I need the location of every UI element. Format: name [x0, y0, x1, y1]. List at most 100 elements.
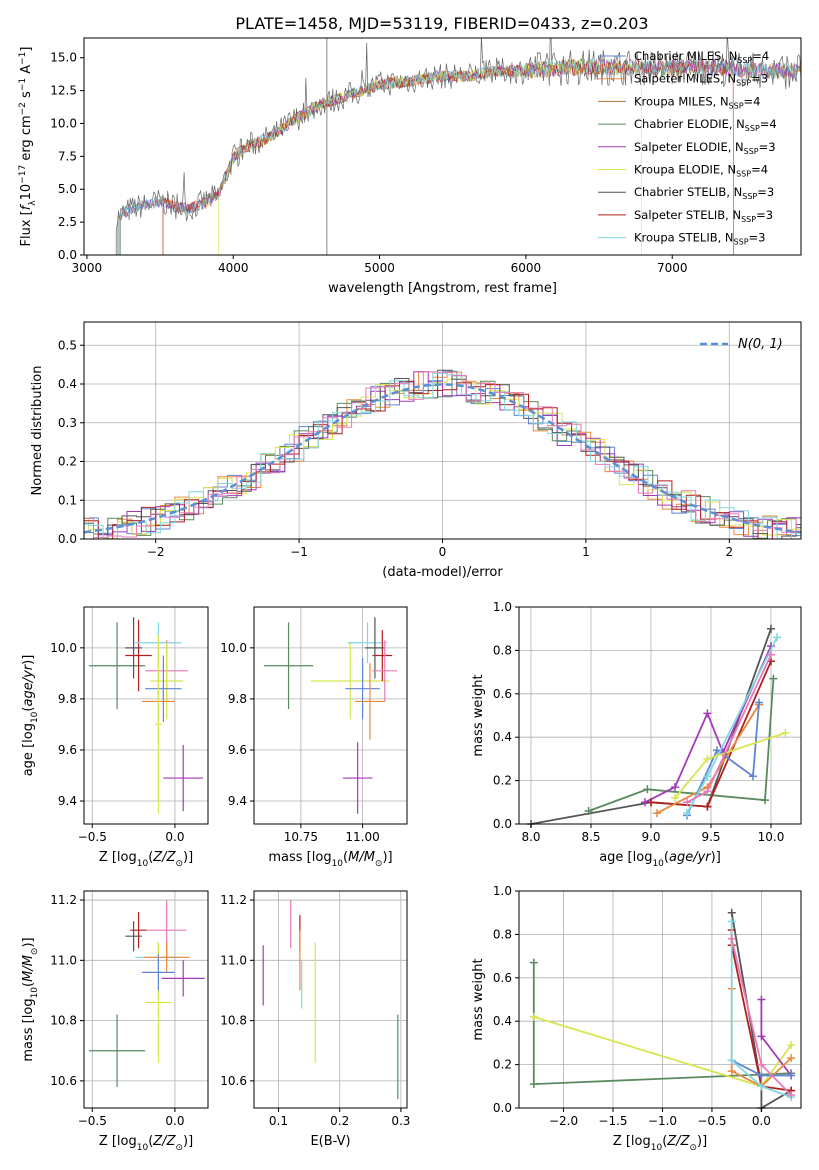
plot-area	[527, 624, 790, 828]
legend-entry: Kroupa STELIB, NSSP=3	[634, 231, 765, 247]
residual-legend: N(0, 1)	[700, 337, 783, 352]
y-axis-label: Normed distribution	[30, 366, 45, 496]
y-tick-label: 10.6	[50, 1074, 77, 1088]
errorbar-point	[310, 642, 390, 720]
y-axis-label-part: s	[19, 91, 34, 102]
x-tick-label: 0.0	[752, 1114, 771, 1128]
axes: 8.0 8.5 9.0 9.5 10.0 0.0 0.2 0.4 0.6 0.8 1.0 age [l…	[471, 600, 802, 869]
legend-text: =3	[749, 231, 766, 245]
legend-sub: SSP	[742, 192, 757, 201]
y-axis-label: Flux [fλ10−17 erg cm−2 s−1 A−1]	[18, 47, 38, 247]
weight-series	[647, 657, 775, 811]
y-tick-label: 5.0	[58, 182, 77, 196]
y-tick-label: 9.8	[228, 692, 247, 706]
y-tick-label: 0.6	[493, 971, 512, 985]
weight-marker	[781, 728, 790, 737]
y-tick-label: 0.2	[493, 1058, 512, 1072]
y-tick-label: 0.1	[58, 493, 77, 507]
y-axis-label-part: f	[19, 203, 34, 210]
x-tick-label: −0.5	[78, 830, 107, 844]
legend-text: =3	[756, 208, 773, 222]
legend-text: =4	[752, 49, 769, 63]
histogram-series	[84, 372, 801, 539]
errorbar-point	[141, 954, 175, 991]
weight-marker	[653, 809, 661, 818]
x-axis-label: (data-model)/error	[382, 565, 503, 580]
errorbar-point	[155, 635, 162, 814]
legend-sub: SSP	[737, 56, 752, 65]
x-axis-label: Z [log10(Z/Z⊙)]	[99, 850, 193, 869]
errorbar-point	[342, 742, 373, 814]
legend-entry: Salpeter ELODIE, NSSP=3	[634, 140, 776, 156]
weight-marker	[755, 698, 763, 707]
x-axis-label-part: (	[343, 850, 348, 865]
legend-text: =4	[760, 117, 777, 131]
x-axis-label: mass [log10(M/M⊙)]	[268, 850, 392, 869]
weight-marker	[757, 1060, 766, 1069]
weight-series	[727, 934, 796, 1099]
weight-marker	[749, 772, 757, 781]
errorbar-point	[125, 921, 142, 952]
errorbar-point	[145, 655, 182, 722]
x-axis-label-part: 10	[332, 859, 344, 869]
legend-entry: Chabrier STELIB, NSSP=3	[634, 185, 774, 201]
x-axis-label: Z [log10(Z/Z⊙)]	[613, 1134, 707, 1153]
panel-mass_vs_Z: −0.5 0.010.610.811.011.2Z [log10(Z/Z⊙)]ma…	[21, 890, 209, 1153]
legend-text: Chabrier STELIB, N	[634, 185, 742, 199]
y-tick-label: 10.8	[50, 1014, 77, 1028]
legend-text: =3	[757, 185, 774, 199]
legend-sub: SSP	[736, 79, 751, 88]
x-tick-label: 8.0	[521, 830, 540, 844]
y-tick-label: 11.0	[220, 953, 247, 967]
weight-marker	[529, 1080, 538, 1089]
weight-line	[686, 654, 772, 804]
x-axis-label-part: 10	[651, 1143, 663, 1153]
x-tick-label: 1	[582, 545, 590, 559]
weight-marker	[761, 796, 769, 805]
panel-age_vs_Z: −0.5 0.09.49.69.810.0Z [log10(Z/Z⊙)]age […	[21, 606, 209, 869]
y-axis-label-part: −1	[18, 78, 28, 91]
legend-entry: Chabrier ELODIE, NSSP=4	[634, 117, 777, 133]
y-tick-label: 9.4	[228, 794, 247, 808]
weight-series	[683, 650, 775, 807]
y-tick-label: 10.0	[50, 116, 77, 130]
legend-text: Kroupa STELIB, N	[634, 231, 734, 245]
x-axis-label-part: ⊙	[175, 859, 183, 869]
errorbar-point	[263, 622, 314, 710]
y-axis-label-part: )]	[21, 655, 36, 665]
weight-marker	[727, 934, 736, 943]
weight-line	[760, 999, 792, 1077]
weight-marker	[647, 798, 655, 807]
y-tick-label: 0.2	[58, 455, 77, 469]
x-tick-label: 0	[439, 545, 447, 559]
x-axis-label: E(B-V)	[310, 1134, 350, 1149]
y-axis-label-part: A	[19, 65, 34, 78]
y-axis-label-part: −1	[18, 52, 28, 65]
weight-marker	[787, 1041, 796, 1050]
errorbar-point	[161, 960, 205, 997]
x-axis-label-part: )]	[183, 1134, 193, 1149]
legend-sub: SSP	[736, 170, 751, 179]
x-tick-label: 11.00	[345, 830, 379, 844]
grid	[254, 891, 407, 1108]
x-axis-label-part: wavelength [Angstrom, rest frame]	[328, 281, 557, 296]
x-axis-label-part: M/M	[348, 850, 375, 865]
weight-marker	[529, 958, 538, 967]
x-axis-label-part: 10	[137, 1143, 149, 1153]
x-tick-label: −1.0	[648, 1114, 677, 1128]
spectrum-lines	[115, 38, 801, 255]
x-axis-label-part: age [log	[599, 850, 652, 865]
legend-sub: SSP	[729, 101, 744, 110]
y-tick-label: 1.0	[493, 600, 512, 614]
grid	[84, 891, 208, 1108]
plot-area	[529, 908, 796, 1112]
legend-text: Kroupa MILES, N	[634, 94, 729, 108]
errorbar-point	[347, 622, 388, 664]
axes-frame	[253, 606, 408, 825]
x-axis-label-part: (	[662, 1134, 667, 1149]
weight-marker	[703, 754, 712, 763]
weight-marker	[727, 908, 736, 917]
y-axis-label: mass weight	[471, 958, 486, 1040]
